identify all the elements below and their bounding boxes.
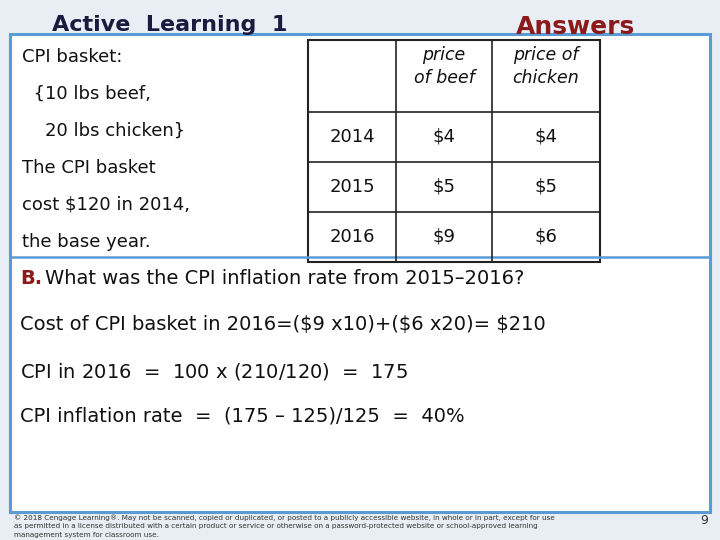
Text: Active  Learning  1: Active Learning 1 [53,15,288,35]
Text: $6: $6 [534,228,557,246]
Text: What was the CPI inflation rate from 2015–2016?: What was the CPI inflation rate from 201… [45,269,524,288]
Text: The CPI basket: The CPI basket [22,159,156,177]
Text: the base year.: the base year. [22,233,150,251]
Text: price of
chicken: price of chicken [513,46,580,87]
Text: © 2018 Cengage Learning®. May not be scanned, copied or duplicated, or posted to: © 2018 Cengage Learning®. May not be sca… [14,514,555,538]
Text: 2016: 2016 [329,228,374,246]
Text: {10 lbs beef,: {10 lbs beef, [22,85,151,103]
Text: Answers: Answers [516,15,634,39]
Text: $4: $4 [534,128,557,146]
Text: $5: $5 [433,178,456,196]
Text: 2015: 2015 [329,178,375,196]
Text: $4: $4 [433,128,456,146]
Text: CPI basket:: CPI basket: [22,48,122,66]
Text: CPI in 2016  =  100 x ($210/$120)  =  175: CPI in 2016 = 100 x ($210/$120) = 175 [20,361,408,382]
Text: $5: $5 [534,178,557,196]
Text: 2014: 2014 [329,128,375,146]
FancyBboxPatch shape [10,34,710,512]
Text: 9: 9 [700,514,708,527]
Bar [308,40,600,262]
Text: price
of beef: price of beef [413,46,474,87]
Text: 20 lbs chicken}: 20 lbs chicken} [22,122,185,140]
Text: CPI inflation rate  =  (175 – 125)/125  =  40%: CPI inflation rate = (175 – 125)/125 = 4… [20,407,464,426]
Text: cost $120 in 2014,: cost $120 in 2014, [22,196,190,214]
Text: $9: $9 [433,228,456,246]
Text: B.: B. [20,269,42,288]
Text: Cost of CPI basket in 2016=($9 x10)+($6 x20)= $210: Cost of CPI basket in 2016=($9 x10)+($6 … [20,315,546,334]
